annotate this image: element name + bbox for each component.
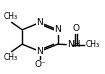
Text: N: N (54, 25, 61, 34)
Text: CH₃: CH₃ (4, 12, 18, 21)
Text: CH₃: CH₃ (85, 40, 100, 49)
Text: N: N (37, 47, 43, 56)
Text: O⁻: O⁻ (34, 60, 46, 69)
Text: N: N (37, 18, 43, 27)
Text: CH₃: CH₃ (4, 53, 18, 62)
Text: N: N (37, 47, 43, 56)
Text: O: O (73, 24, 80, 33)
Text: NH: NH (68, 40, 81, 49)
